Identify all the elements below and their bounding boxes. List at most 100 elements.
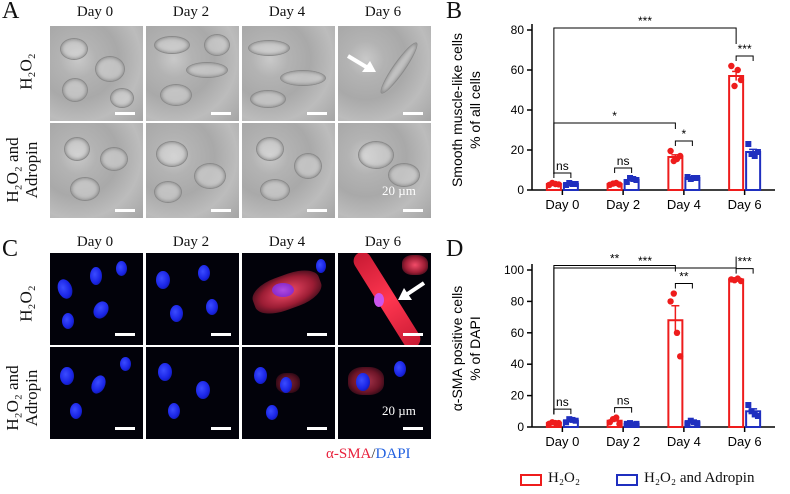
scale-bar <box>211 209 231 212</box>
y-tick-label: 40 <box>511 357 525 371</box>
data-point-adropin <box>633 177 640 183</box>
scale-bar-text: 20 µm <box>382 183 416 198</box>
data-point-adropin <box>572 417 579 424</box>
data-point-adropin <box>748 408 755 415</box>
data-point-adropin <box>754 149 761 155</box>
data-point-h2o2 <box>613 414 620 421</box>
panel-c-row-adropin-label: H₂O₂ and Adropin <box>3 365 41 431</box>
phase-image-h2o2-day0 <box>50 26 143 121</box>
data-point-h2o2 <box>737 76 745 84</box>
data-point-adropin <box>563 419 570 426</box>
panel-a-letter: A <box>2 0 20 24</box>
phase-image-h2o2-day4 <box>242 26 335 121</box>
phase-image-adropin-day6: 20 µm <box>338 123 431 218</box>
chart-d: α-SMA positive cells% of DAPI 0 20 40 60 80 10… <box>449 252 775 449</box>
y-tick-label: 40 <box>511 103 525 117</box>
scale-bar-text: 20 µm <box>382 403 416 418</box>
x-tick-label: Day 2 <box>606 434 640 449</box>
data-point-adropin <box>751 153 758 159</box>
data-point-adropin <box>687 176 694 182</box>
fluor-image-h2o2-day2 <box>146 253 239 345</box>
significance-label: ns <box>556 159 569 173</box>
data-point-adropin <box>569 181 576 187</box>
y-tick-label: 60 <box>511 63 525 77</box>
data-point-adropin <box>754 413 761 420</box>
data-point-adropin <box>633 420 640 427</box>
significance-bracket <box>614 167 633 173</box>
fluor-image-adropin-day6: 20 µm <box>338 347 431 439</box>
x-tick-label: Day 6 <box>728 434 762 449</box>
bar-h2o2 <box>728 75 745 191</box>
y-tick-label: 20 <box>511 143 525 157</box>
significance-label: ** <box>610 252 620 266</box>
scale-bar <box>211 112 231 115</box>
legend: H₂O₂ H₂O₂ and Adropin <box>520 470 790 492</box>
data-point-h2o2 <box>676 152 684 160</box>
data-point-adropin <box>687 417 694 424</box>
phase-image-adropin-day4 <box>242 123 335 218</box>
significance-bracket <box>674 140 693 146</box>
panel-c-day2-label: Day 2 <box>172 234 210 250</box>
stain-label: α-SMA/DAPI <box>326 446 411 462</box>
arrow-icon <box>346 54 376 72</box>
scale-bar <box>403 333 423 336</box>
data-point-adropin <box>745 141 752 147</box>
fluor-image-adropin-day0 <box>50 347 143 439</box>
data-point-adropin <box>630 421 637 428</box>
x-tick-label: Day 2 <box>606 197 640 212</box>
data-point-h2o2 <box>734 66 741 74</box>
significance-bracket <box>735 55 754 61</box>
scale-bar <box>307 209 327 212</box>
data-point-h2o2 <box>676 353 684 360</box>
panel-a-day6-label: Day 6 <box>364 4 402 20</box>
significance-bracket <box>614 407 633 413</box>
data-point-adropin <box>569 416 576 423</box>
data-point-adropin <box>566 180 573 186</box>
data-point-h2o2 <box>555 181 562 188</box>
significance-bracket <box>553 172 572 178</box>
significance-bracket <box>553 27 737 174</box>
x-tick-label: Day 0 <box>545 434 579 449</box>
data-point-adropin <box>627 420 634 427</box>
data-point-h2o2 <box>667 298 674 305</box>
panel-d-letter: D <box>446 236 464 262</box>
data-point-adropin <box>684 420 691 427</box>
scale-bar <box>211 333 231 336</box>
y-tick-label: 20 <box>511 389 525 403</box>
scale-bar <box>115 333 135 336</box>
significance-bracket <box>553 265 676 415</box>
significance-label: ns <box>617 154 630 168</box>
data-point-h2o2 <box>673 329 681 336</box>
panel-c-day4-label: Day 4 <box>268 234 306 250</box>
panel-c-day6-label: Day 6 <box>364 234 402 250</box>
arrow-icon <box>398 281 426 300</box>
legend-h2o2-label: H₂O₂ <box>548 470 581 486</box>
significance-label: *** <box>738 42 752 56</box>
significance-label: *** <box>638 254 652 268</box>
data-point-h2o2 <box>667 147 674 155</box>
data-point-adropin <box>690 175 697 181</box>
scale-bar <box>307 427 327 430</box>
panel-a-row-adropin-label: H₂O₂ and Adropin <box>3 137 41 203</box>
bar-h2o2 <box>728 278 745 428</box>
data-point-h2o2 <box>737 277 745 285</box>
fluor-image-h2o2-day6 <box>338 253 431 345</box>
significance-label: *** <box>638 14 652 28</box>
significance-label: * <box>682 127 687 141</box>
legend-adropin-swatch <box>616 474 638 486</box>
data-point-adropin <box>690 419 697 426</box>
fluor-image-h2o2-day4 <box>242 253 335 345</box>
significance-bracket <box>735 268 754 274</box>
significance-label: ns <box>556 395 569 409</box>
data-point-h2o2 <box>555 419 562 427</box>
x-tick-label: Day 0 <box>545 197 579 212</box>
phase-image-adropin-day2 <box>146 123 239 218</box>
data-point-adropin <box>694 420 701 427</box>
y-tick-label: 100 <box>504 263 524 277</box>
significance-bracket <box>553 256 737 415</box>
chart-b: Smooth muscle-like cells% of all cells 0 2… <box>449 14 775 212</box>
y-tick-label: 0 <box>517 183 524 197</box>
phase-image-adropin-day0 <box>50 123 143 218</box>
panel-c-letter: C <box>2 236 19 262</box>
data-point-adropin <box>748 151 755 157</box>
